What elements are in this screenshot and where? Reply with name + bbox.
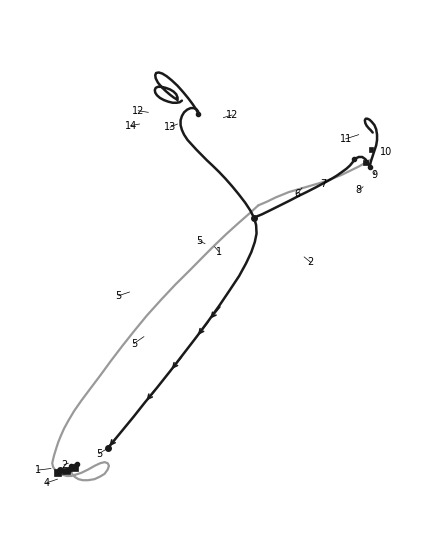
Text: 6: 6 xyxy=(294,189,300,199)
Text: 7: 7 xyxy=(321,179,327,189)
Text: 1: 1 xyxy=(35,465,41,475)
Text: 9: 9 xyxy=(371,169,377,180)
Text: 12: 12 xyxy=(132,106,145,116)
Text: 2: 2 xyxy=(307,257,314,267)
Text: 13: 13 xyxy=(164,122,176,132)
Text: 5: 5 xyxy=(116,290,122,301)
Bar xyxy=(62,468,70,474)
Text: 1: 1 xyxy=(216,247,222,256)
Text: 5: 5 xyxy=(196,236,202,246)
Bar xyxy=(363,160,368,165)
Text: 5: 5 xyxy=(131,338,137,349)
Text: 4: 4 xyxy=(43,478,49,488)
Text: 2: 2 xyxy=(61,460,67,470)
Bar xyxy=(53,469,61,477)
Text: 11: 11 xyxy=(339,134,352,144)
Bar xyxy=(71,464,78,471)
Text: 8: 8 xyxy=(356,185,362,196)
Text: 12: 12 xyxy=(226,110,238,120)
Bar xyxy=(369,147,373,152)
Text: 10: 10 xyxy=(380,147,392,157)
Text: 14: 14 xyxy=(125,120,137,131)
Text: 5: 5 xyxy=(96,449,102,458)
